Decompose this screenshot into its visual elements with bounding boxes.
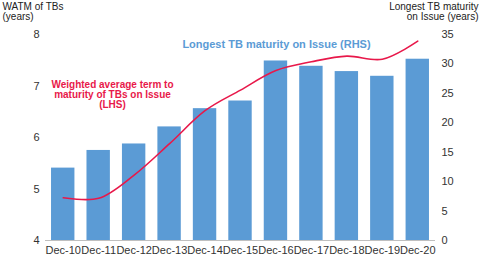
svg-text:0: 0 bbox=[442, 234, 448, 246]
svg-text:15: 15 bbox=[442, 146, 454, 158]
svg-text:10: 10 bbox=[442, 175, 454, 187]
svg-text:Dec-11: Dec-11 bbox=[81, 244, 116, 256]
svg-text:Dec-15: Dec-15 bbox=[223, 244, 258, 256]
svg-text:Longest TB maturityon Issue (y: Longest TB maturityon Issue (years) bbox=[389, 1, 478, 22]
svg-text:Dec-19: Dec-19 bbox=[365, 244, 400, 256]
svg-text:6: 6 bbox=[33, 131, 39, 143]
svg-text:Dec-20: Dec-20 bbox=[400, 244, 435, 256]
svg-text:30: 30 bbox=[442, 57, 454, 69]
svg-text:25: 25 bbox=[442, 87, 454, 99]
svg-text:35: 35 bbox=[442, 28, 454, 40]
svg-text:4: 4 bbox=[33, 234, 39, 246]
svg-text:5: 5 bbox=[442, 205, 448, 217]
svg-text:WATM of TBs(years): WATM of TBs(years) bbox=[3, 1, 64, 22]
svg-text:Dec-14: Dec-14 bbox=[187, 244, 222, 256]
svg-text:Dec-13: Dec-13 bbox=[152, 244, 187, 256]
svg-text:Dec-10: Dec-10 bbox=[45, 244, 80, 256]
svg-text:Dec-18: Dec-18 bbox=[329, 244, 364, 256]
svg-text:Dec-17: Dec-17 bbox=[294, 244, 329, 256]
svg-text:Longest TB maturity on Issue (: Longest TB maturity on Issue (RHS) bbox=[182, 38, 371, 50]
svg-text:5: 5 bbox=[33, 183, 39, 195]
svg-text:20: 20 bbox=[442, 116, 454, 128]
svg-text:8: 8 bbox=[33, 28, 39, 40]
svg-text:Weighted average term tomaturi: Weighted average term tomaturity of TBs … bbox=[51, 79, 173, 110]
svg-text:Dec-16: Dec-16 bbox=[258, 244, 293, 256]
svg-text:7: 7 bbox=[33, 80, 39, 92]
svg-text:Dec-12: Dec-12 bbox=[116, 244, 151, 256]
